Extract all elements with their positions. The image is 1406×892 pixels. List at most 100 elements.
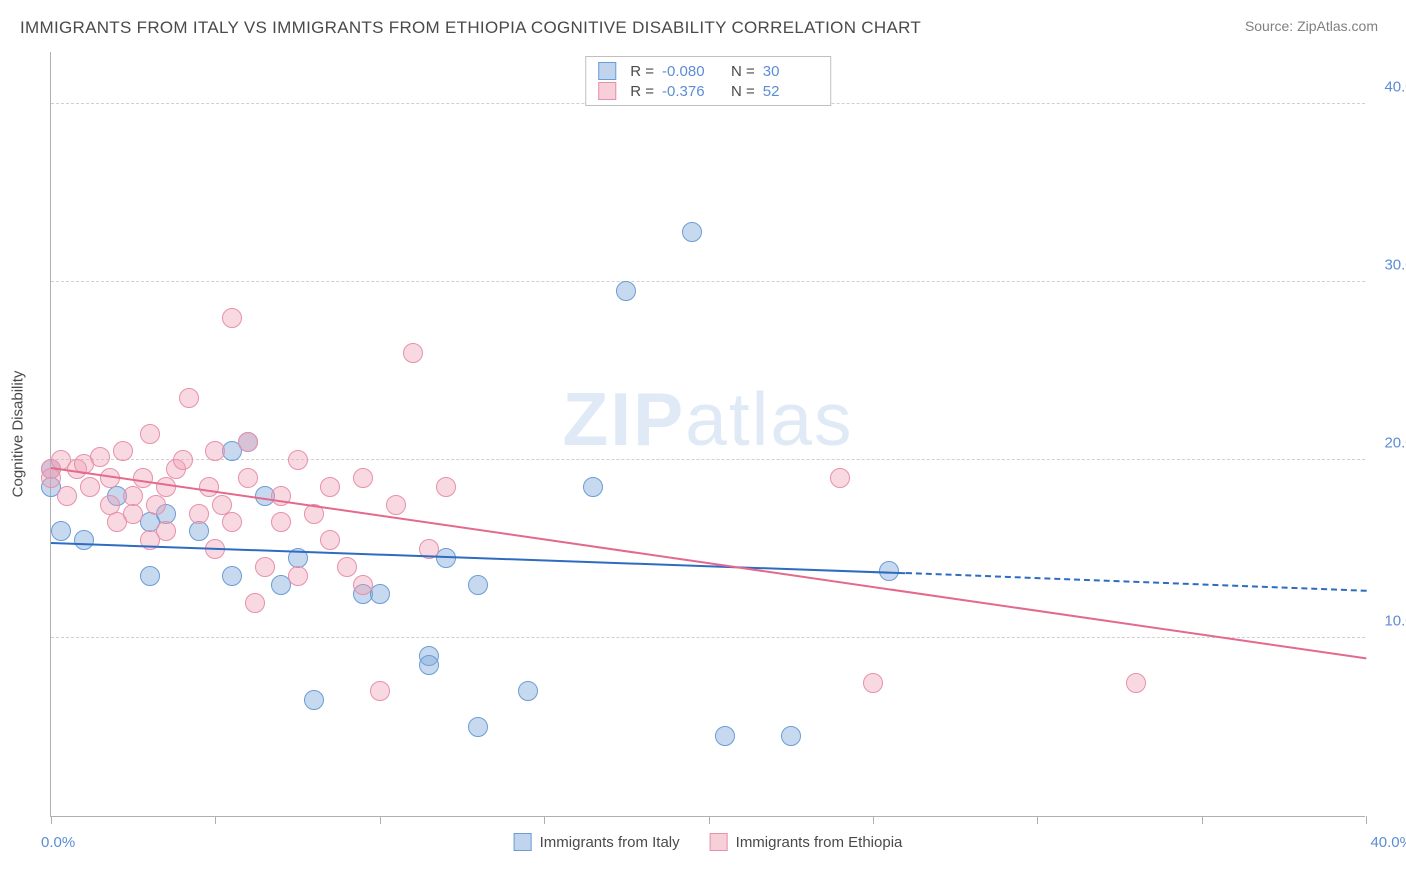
x-tick <box>544 816 545 824</box>
data-point <box>386 495 406 515</box>
data-point <box>173 450 193 470</box>
stat-value-r-italy: -0.080 <box>662 63 717 80</box>
data-point <box>419 655 439 675</box>
x-tick <box>1037 816 1038 824</box>
y-tick-label: 10.0% <box>1372 613 1406 630</box>
data-point <box>255 557 275 577</box>
data-point <box>238 468 258 488</box>
x-tick <box>380 816 381 824</box>
chart-title: IMMIGRANTS FROM ITALY VS IMMIGRANTS FROM… <box>20 18 921 38</box>
gridline <box>51 459 1365 460</box>
swatch-pink-icon <box>710 833 728 851</box>
swatch-pink-icon <box>598 82 616 100</box>
data-point <box>353 468 373 488</box>
legend-item-ethiopia: Immigrants from Ethiopia <box>710 833 903 851</box>
legend-row-ethiopia: R = -0.376 N = 52 <box>598 81 818 101</box>
data-point <box>90 447 110 467</box>
x-tick <box>873 816 874 824</box>
data-point <box>146 495 166 515</box>
x-tick <box>1366 816 1367 824</box>
data-point <box>288 566 308 586</box>
data-point <box>320 477 340 497</box>
legend-item-italy: Immigrants from Italy <box>514 833 680 851</box>
stat-value-r-ethiopia: -0.376 <box>662 83 717 100</box>
stat-value-n-italy: 30 <box>763 63 818 80</box>
data-point <box>403 343 423 363</box>
source-attribution: Source: ZipAtlas.com <box>1245 18 1378 34</box>
data-point <box>271 512 291 532</box>
data-point <box>41 468 61 488</box>
legend-label-italy: Immigrants from Italy <box>540 834 680 851</box>
y-tick-label: 20.0% <box>1372 435 1406 452</box>
watermark-light: atlas <box>685 377 853 461</box>
data-point <box>353 575 373 595</box>
x-axis-min-label: 0.0% <box>41 834 75 851</box>
data-point <box>51 521 71 541</box>
data-point <box>830 468 850 488</box>
stat-label-n: N = <box>731 83 755 100</box>
data-point <box>156 521 176 541</box>
trend-line <box>906 572 1366 592</box>
data-point <box>113 441 133 461</box>
data-point <box>140 566 160 586</box>
data-point <box>337 557 357 577</box>
data-point <box>133 468 153 488</box>
data-point <box>189 504 209 524</box>
gridline <box>51 281 1365 282</box>
data-point <box>199 477 219 497</box>
data-point <box>179 388 199 408</box>
data-point <box>238 432 258 452</box>
data-point <box>320 530 340 550</box>
y-tick-label: 40.0% <box>1372 79 1406 96</box>
data-point <box>222 566 242 586</box>
x-axis-max-label: 40.0% <box>1370 834 1406 851</box>
data-point <box>288 450 308 470</box>
data-point <box>468 575 488 595</box>
data-point <box>205 441 225 461</box>
x-tick <box>51 816 52 824</box>
data-point <box>222 512 242 532</box>
stat-label-n: N = <box>731 63 755 80</box>
x-tick <box>709 816 710 824</box>
data-point <box>781 726 801 746</box>
data-point <box>518 681 538 701</box>
legend-label-ethiopia: Immigrants from Ethiopia <box>736 834 903 851</box>
data-point <box>304 690 324 710</box>
data-point <box>140 424 160 444</box>
data-point <box>245 593 265 613</box>
data-point <box>682 222 702 242</box>
y-tick-label: 30.0% <box>1372 257 1406 274</box>
data-point <box>715 726 735 746</box>
stat-value-n-ethiopia: 52 <box>763 83 818 100</box>
gridline <box>51 637 1365 638</box>
data-point <box>156 477 176 497</box>
legend-stats-box: R = -0.080 N = 30 R = -0.376 N = 52 <box>585 56 831 106</box>
data-point <box>74 530 94 550</box>
data-point <box>436 477 456 497</box>
data-point <box>222 308 242 328</box>
watermark-bold: ZIP <box>562 377 685 461</box>
data-point <box>370 681 390 701</box>
watermark: ZIPatlas <box>562 376 853 462</box>
data-point <box>583 477 603 497</box>
data-point <box>57 486 77 506</box>
x-tick <box>1202 816 1203 824</box>
legend-bottom: Immigrants from Italy Immigrants from Et… <box>514 833 903 851</box>
y-axis-title: Cognitive Disability <box>10 371 27 498</box>
data-point <box>616 281 636 301</box>
data-point <box>189 521 209 541</box>
data-point <box>123 504 143 524</box>
stat-label-r: R = <box>630 63 654 80</box>
data-point <box>863 673 883 693</box>
trend-line <box>51 542 906 574</box>
swatch-blue-icon <box>598 62 616 80</box>
plot-area: Cognitive Disability ZIPatlas R = -0.080… <box>50 52 1365 817</box>
swatch-blue-icon <box>514 833 532 851</box>
legend-row-italy: R = -0.080 N = 30 <box>598 61 818 81</box>
stat-label-r: R = <box>630 83 654 100</box>
data-point <box>1126 673 1146 693</box>
x-tick <box>215 816 216 824</box>
data-point <box>80 477 100 497</box>
trend-line <box>51 467 1366 659</box>
data-point <box>468 717 488 737</box>
